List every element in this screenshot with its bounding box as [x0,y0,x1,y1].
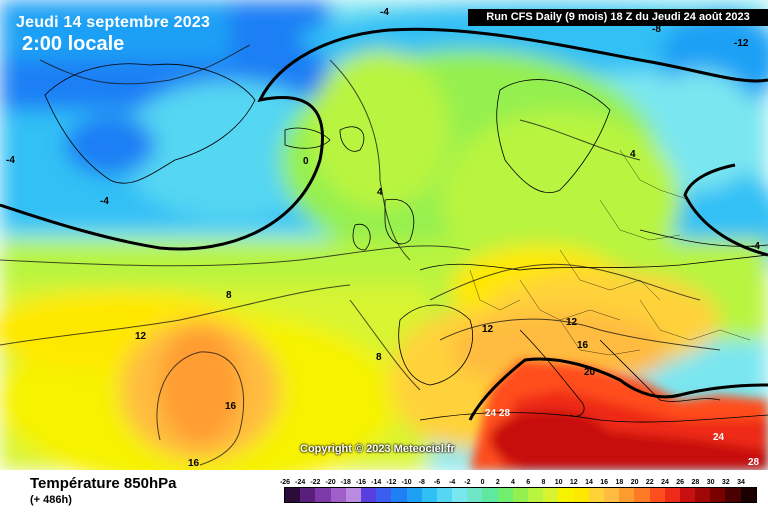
colorbar-swatch [695,488,711,502]
legend-tick-label: -2 [464,479,471,486]
contour-label: 12 [566,317,578,328]
legend-tick-label: 30 [706,479,715,486]
colorbar-swatch [360,488,377,502]
contour-label: 28 [748,457,760,468]
map-canvas [0,0,768,470]
colorbar-swatch [391,488,407,502]
contour-label: 24 [713,432,725,443]
legend-tick-label: -6 [433,479,441,486]
contour-label: 8 [226,290,232,301]
map-date-title: Jeudi 14 septembre 2023 [16,14,211,31]
colorbar-swatch [482,488,498,502]
legend-tick-label: 26 [676,479,685,486]
temperature-colorbar [284,487,757,503]
legend-tick-label: 24 [661,479,669,486]
contour-label: 12 [482,324,494,335]
contour-label: 12 [135,331,147,342]
legend-tick-label: 0 [480,479,485,486]
variable-title: Température 850hPa [30,475,177,492]
colorbar-swatch [634,488,650,502]
legend-tick-label: -16 [355,479,367,486]
colorbar-swatch [725,488,741,502]
colorbar-swatch [588,488,604,502]
map-time-title: 2:00 locale [22,33,125,55]
legend-tick-label: 34 [737,479,745,486]
legend-tick-label: 12 [569,479,578,486]
colorbar-swatch [710,488,726,502]
legend-tick-label: -14 [371,479,382,486]
contour-label: -4 [380,7,389,18]
legend-tick-label: -10 [401,479,412,486]
legend-tick-label: -26 [279,479,291,486]
colorbar-swatch [376,488,392,502]
legend-tick-label: 22 [645,479,654,486]
legend-tick-label: -4 [449,479,456,486]
colorbar-swatch [300,488,316,502]
contour-label: 0 [303,156,309,167]
legend-tick-label: 10 [554,479,563,486]
colorbar-swatch [512,488,528,502]
colorbar-swatch [543,488,559,502]
colorbar-swatch [664,488,680,502]
contour-label: -12 [734,38,749,49]
contour-label: -4 [6,155,15,166]
legend-tick-label: -8 [418,479,425,486]
isotherm-20 [468,357,768,421]
colorbar-swatch [436,488,453,502]
contour-label: 4 [377,187,383,198]
colorbar-swatch [421,488,437,502]
colorbar-swatch [558,488,574,502]
legend-tick-label: -20 [325,479,336,486]
contour-label: -4 [100,196,109,207]
isotherm-0 [0,27,768,251]
run-info-banner: Run CFS Daily (9 mois) 18 Z du Jeudi 24 … [468,9,768,26]
colorbar-swatch [406,488,422,502]
contour-label: -8 [652,24,661,35]
map-footer: Température 850hPa (+ 486h) -26 -24 -22 -20… [0,470,768,512]
temperature-map: Jeudi 14 septembre 2023 2:00 locale Run … [0,0,768,470]
legend-tick-label: 20 [630,479,639,486]
colorbar-swatch [679,488,696,502]
colorbar-swatch [603,488,620,502]
contour-label: 4 [630,149,636,160]
legend-tick-label: 2 [495,479,500,486]
legend-tick-label: -24 [295,479,306,486]
colorbar-swatch [452,488,468,502]
legend-tick-label: 14 [585,479,593,486]
contour-label: 16 [188,458,200,469]
legend-tick-label: 32 [721,479,730,486]
legend-tick-label: 16 [600,479,609,486]
contour-label: -4 [751,241,760,252]
legend-ticks: -26 -24 -22 -20 -18 -16 -14 -12 -10 -8 -6 -4 -2 0 2 4 6 8… [280,479,764,488]
contour-label: 20 [584,367,596,378]
contour-label: 8 [376,352,382,363]
colorbar-swatch [285,488,301,502]
contour-label: 16 [577,340,589,351]
colorbar-swatch [619,488,635,502]
colorbar-swatch [573,488,589,502]
legend-tick-label: 18 [615,479,624,486]
contour-label: 24 28 [485,408,511,419]
legend-tick-label: -22 [310,479,321,486]
legend-tick-label: 6 [526,479,531,486]
colorbar-swatch [740,488,756,502]
lead-time: (+ 486h) [30,494,72,506]
colorbar-swatch [649,488,665,502]
legend-tick-label: 8 [541,479,546,486]
colorbar-swatch [497,488,513,502]
colorbar-swatch [345,488,361,502]
legend-tick-label: -18 [340,479,351,486]
legend-tick-label: 28 [691,479,700,486]
colorbar-swatch [330,488,346,502]
copyright-text: Copyright © 2023 Meteociel.fr [300,443,455,455]
colorbar-swatch [467,488,483,502]
legend-tick-label: -12 [386,479,397,486]
legend-tick-label: 4 [511,479,515,486]
colorbar-swatch [528,488,544,502]
colorbar-swatch [315,488,331,502]
contour-label: 16 [225,401,237,412]
